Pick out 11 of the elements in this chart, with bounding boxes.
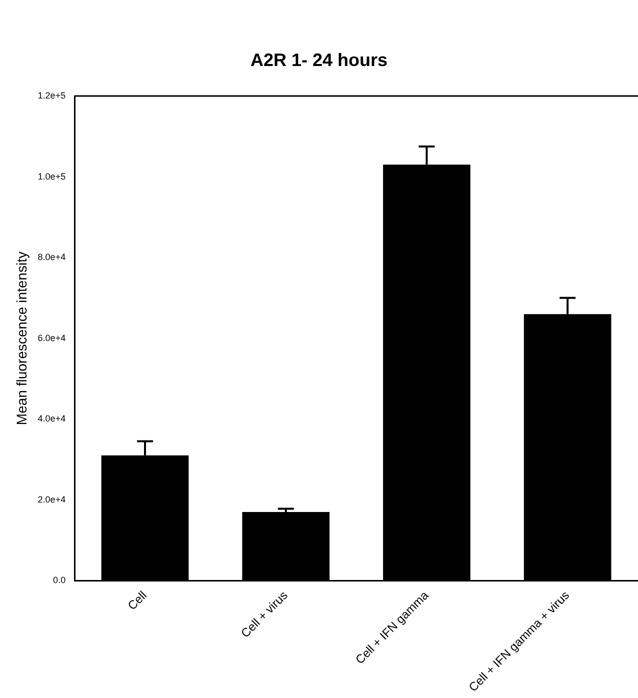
- x-tick-label: Cell + virus: [238, 588, 290, 640]
- y-tick-label: 0.0: [53, 575, 66, 586]
- chart-title: A2R 1- 24 hours: [249, 50, 389, 71]
- y-tick-label: 1.2e+5: [38, 90, 66, 100]
- y-tick-label: 2.0e+4: [38, 494, 66, 504]
- y-tick-label: 4.0e+4: [38, 414, 66, 424]
- y-axis-title: Mean fluorescence intensity: [13, 252, 30, 426]
- y-tick-label: 6.0e+4: [38, 332, 66, 343]
- x-tick-label: Cell: [124, 588, 150, 613]
- y-tick-label: 8.0e+4: [38, 252, 66, 262]
- y-tick-label: 1.0e+5: [38, 171, 66, 182]
